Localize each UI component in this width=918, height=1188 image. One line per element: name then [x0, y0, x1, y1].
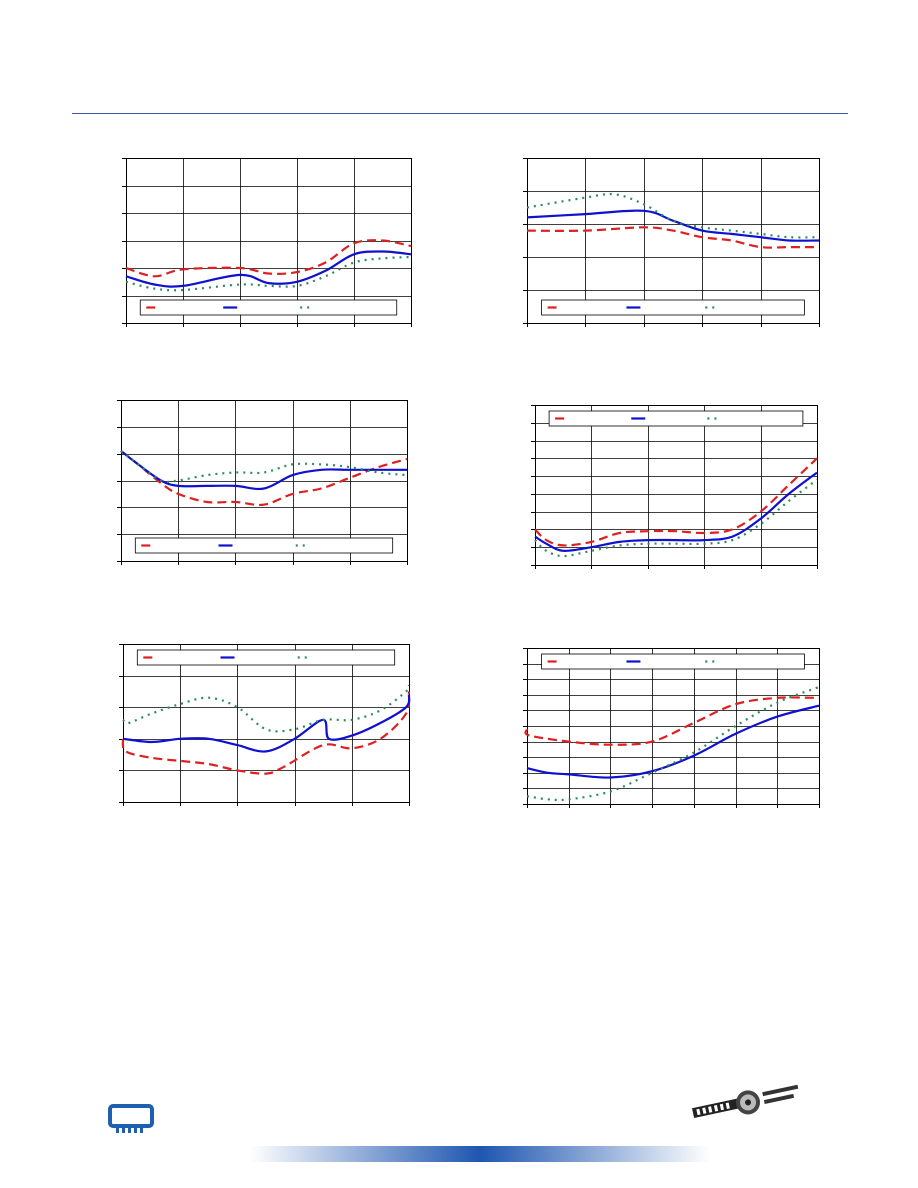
chip-pin: [128, 1128, 131, 1133]
chart-6: [523, 648, 820, 808]
series-line-red: [526, 226, 819, 249]
series-line-red: [121, 691, 411, 775]
legend-box: [136, 649, 396, 666]
legend-box: [541, 653, 805, 670]
series-line-blue: [122, 694, 411, 753]
series-line-green: [526, 685, 820, 802]
plot-area: [123, 644, 410, 803]
series-line-blue: [120, 450, 407, 491]
series-line-blue: [526, 209, 820, 242]
chip-pin: [116, 1128, 119, 1133]
footer-gradient-bar: [250, 1146, 710, 1162]
series-line-blue: [526, 704, 820, 779]
series-line-green: [526, 192, 820, 239]
legend-box: [541, 299, 805, 316]
header-rule: [72, 113, 848, 114]
series-line-green: [534, 478, 818, 558]
chart-3: [117, 400, 408, 565]
chip-logo-icon: [108, 1104, 154, 1133]
plot-area: [126, 158, 412, 324]
series-line-red: [534, 457, 818, 547]
plot-area: [527, 158, 820, 324]
legend-box: [134, 537, 394, 554]
series-line-red: [120, 450, 408, 507]
chip-pin: [122, 1128, 125, 1133]
series-line-red: [125, 239, 412, 278]
chart-4: [531, 405, 818, 569]
tape-reel-badge-icon: [692, 1084, 799, 1118]
series-line-blue: [125, 250, 412, 288]
series-line-red: [524, 696, 820, 746]
chart-1: [122, 158, 412, 327]
plot-area: [535, 405, 818, 566]
chart-2: [523, 158, 820, 327]
chip-body: [108, 1104, 154, 1128]
chart-5: [119, 644, 411, 806]
legend-box: [139, 299, 398, 316]
legend-box: [548, 410, 804, 427]
series-line-blue: [534, 471, 818, 552]
chip-pin: [140, 1128, 143, 1133]
chip-pin: [134, 1128, 137, 1133]
